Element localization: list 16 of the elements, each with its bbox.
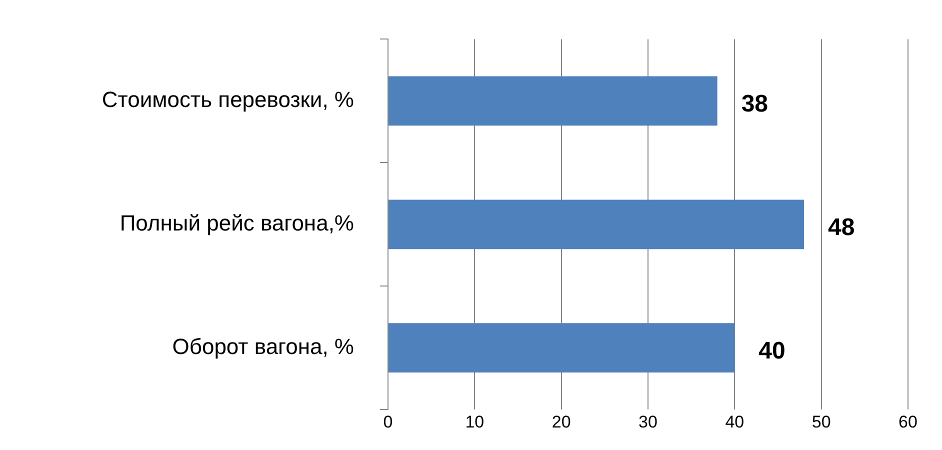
bar xyxy=(388,323,735,373)
bar xyxy=(388,200,804,250)
y-tick-label: Стоимость перевозки, % xyxy=(102,86,354,112)
data-label: 48 xyxy=(828,214,855,242)
x-tick-label: 40 xyxy=(725,412,744,432)
x-tick-label: 60 xyxy=(898,412,918,432)
bar xyxy=(388,76,718,126)
y-tick-label: Оборот вагона, % xyxy=(172,334,354,359)
x-tick-label: 50 xyxy=(812,412,831,432)
data-label: 40 xyxy=(758,337,786,364)
data-label: 38 xyxy=(741,90,768,118)
x-tick-label: 0 xyxy=(383,412,393,432)
x-tick-label: 20 xyxy=(552,412,571,432)
x-tick-label: 30 xyxy=(638,412,658,432)
x-tick-label: 10 xyxy=(465,412,484,432)
y-tick-label: Полный рейс вагона,% xyxy=(120,210,354,236)
